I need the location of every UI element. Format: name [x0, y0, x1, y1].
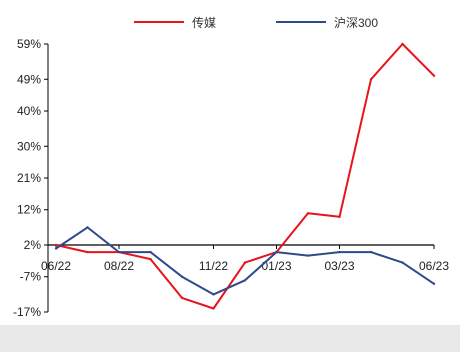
series-2-point: [306, 254, 310, 257]
y-tick-label: 21%: [17, 171, 41, 185]
series-2-point: [54, 247, 58, 250]
series-2-point: [86, 226, 89, 229]
series-2-point: [369, 250, 373, 254]
x-tick-label: 06/23: [419, 259, 449, 273]
legend-item-series-1: 传媒: [134, 12, 216, 32]
legend-swatch-series-2: [276, 21, 326, 23]
y-tick-label: 2%: [24, 238, 42, 252]
y-tick-label: -7%: [20, 270, 42, 284]
series-1-point: [54, 243, 58, 247]
y-tick-label: 59%: [17, 37, 41, 51]
series-2-point: [149, 250, 152, 254]
x-tick-label: 08/22: [104, 259, 134, 273]
series-1-point: [369, 78, 373, 81]
line-chart: 59% 49% 40% 30% 21% 12% 2% -7% -17% 06/22 08/22 11/…: [13, 37, 449, 319]
y-tick-label: -17%: [13, 305, 41, 319]
legend-item-series-2: 沪深300: [276, 12, 378, 32]
series-2-point: [212, 293, 215, 296]
series-1-point: [149, 257, 152, 261]
y-tick-label: 12%: [17, 203, 41, 217]
series-2-point: [401, 261, 404, 264]
x-tick-label: 06/22: [41, 259, 71, 273]
x-tick-label: 11/22: [199, 259, 228, 273]
series-1-point: [180, 296, 184, 300]
x-tick-label: 01/23: [261, 259, 291, 273]
series-1-point: [212, 307, 215, 310]
y-tick-label: 49%: [17, 72, 41, 86]
series-2-point: [275, 250, 278, 254]
series-1-point: [401, 42, 404, 46]
series-1-point: [432, 74, 436, 77]
series-2-point: [432, 282, 436, 285]
legend: 传媒 沪深300: [0, 12, 460, 32]
bottom-band: [0, 325, 460, 352]
legend-swatch-series-1: [134, 21, 184, 23]
series-2-point: [117, 250, 121, 254]
series-2-point: [338, 250, 341, 254]
legend-label-series-2: 沪深300: [334, 15, 379, 30]
series-2-point: [243, 279, 247, 282]
series-1-point: [86, 250, 89, 254]
series-2-point: [180, 275, 184, 278]
x-tick-label: 03/23: [324, 259, 354, 273]
series-1-point: [306, 212, 310, 215]
series-1-point: [338, 215, 341, 218]
series-1-point: [243, 261, 247, 264]
legend-label-series-1: 传媒: [192, 15, 217, 30]
y-tick-label: 30%: [17, 139, 41, 153]
y-tick-label: 40%: [17, 104, 41, 118]
